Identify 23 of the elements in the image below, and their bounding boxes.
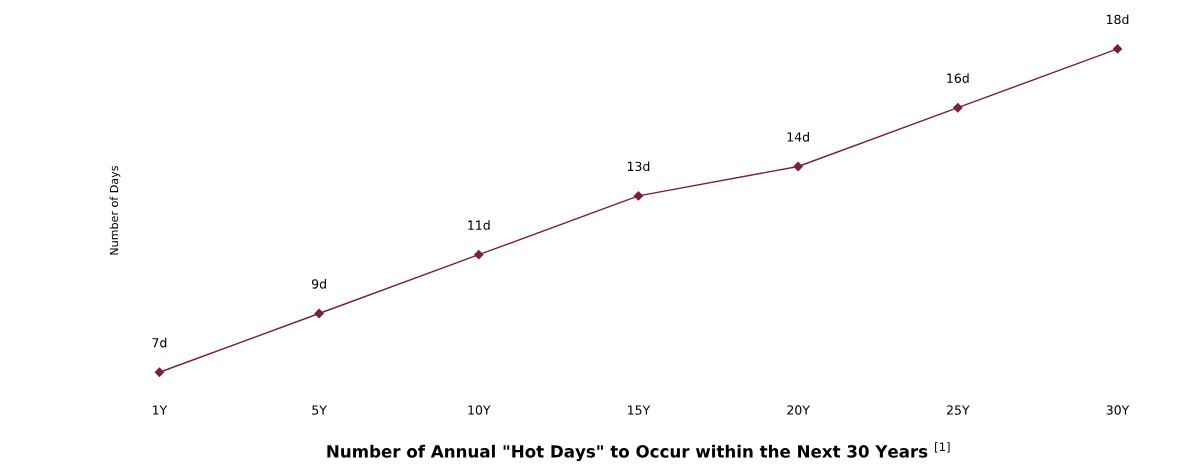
data-label: 11d	[468, 220, 490, 230]
x-tick-label: 10Y	[468, 405, 491, 415]
x-axis-title: Number of Annual "Hot Days" to Occur within the Next 30 Years $^{[1]}$	[327, 442, 950, 462]
point	[633, 191, 644, 201]
data-label: 14d	[787, 132, 809, 142]
data-label: 9d	[311, 278, 326, 289]
x-tick-label: 25Y	[946, 405, 970, 415]
data-label: 18d	[1106, 14, 1129, 25]
x-tick-label: 20Y	[787, 405, 810, 415]
x-tick-label: 30Y	[1106, 405, 1130, 415]
point	[1112, 44, 1123, 54]
data-label: 16d	[947, 73, 969, 83]
x-tick-label: 1Y	[153, 405, 168, 415]
point	[314, 308, 324, 319]
point	[474, 250, 484, 260]
data-label: 7d	[152, 337, 167, 348]
point	[793, 161, 803, 172]
point	[154, 367, 165, 377]
y-axis-title: Number of Days	[109, 166, 121, 255]
x-tick-label: 15Y	[628, 405, 651, 415]
x-tick-label: 5Y	[312, 405, 327, 415]
data-label: 13d	[627, 161, 650, 172]
point	[953, 103, 963, 113]
